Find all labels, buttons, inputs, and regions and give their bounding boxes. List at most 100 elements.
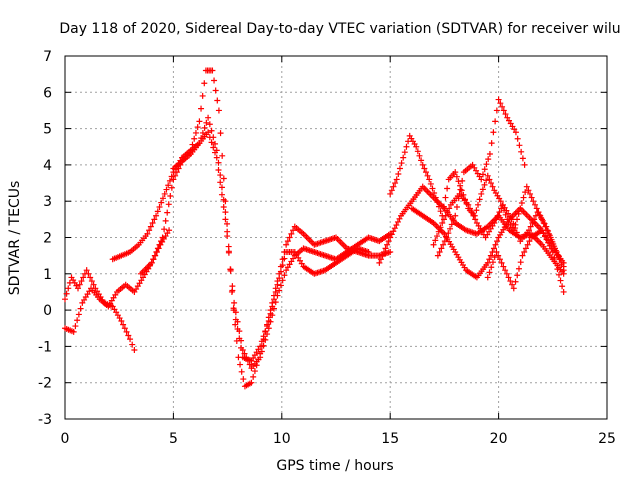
data-point <box>494 238 501 245</box>
series-trace-k <box>484 227 567 292</box>
data-point <box>530 198 537 205</box>
data-point <box>492 118 499 125</box>
data-point <box>215 159 222 166</box>
data-point <box>279 262 286 269</box>
data-point <box>147 223 154 230</box>
data-point <box>494 212 501 219</box>
data-point <box>532 212 539 219</box>
data-point <box>483 177 490 184</box>
x-tick-label: 25 <box>598 431 616 447</box>
data-point <box>491 219 498 226</box>
data-point <box>272 288 279 295</box>
data-point <box>485 156 492 163</box>
data-point <box>512 129 519 136</box>
data-point <box>490 129 497 136</box>
data-point <box>80 274 87 281</box>
data-point <box>484 172 491 179</box>
y-tick-label: 1 <box>43 267 52 283</box>
data-point <box>442 194 449 201</box>
data-point <box>284 238 291 245</box>
data-point <box>196 118 203 125</box>
data-point <box>544 227 551 234</box>
data-point <box>452 212 459 219</box>
data-point <box>148 259 155 266</box>
data-point <box>514 272 521 279</box>
data-point <box>438 245 445 252</box>
data-point <box>208 139 215 146</box>
data-point <box>227 267 234 274</box>
data-point <box>499 103 506 110</box>
data-point <box>78 278 85 285</box>
data-point <box>476 196 483 203</box>
series-trace-h <box>408 205 567 295</box>
data-point <box>210 144 217 151</box>
data-point <box>218 184 225 191</box>
data-point <box>232 316 239 323</box>
data-point <box>473 207 480 214</box>
data-point <box>439 219 446 226</box>
grid <box>65 56 607 419</box>
data-point <box>276 287 283 294</box>
data-series <box>62 67 567 390</box>
data-point <box>279 277 286 284</box>
data-point <box>444 209 451 216</box>
data-point <box>493 249 500 256</box>
data-point <box>548 236 555 243</box>
data-point <box>376 259 383 266</box>
data-point <box>258 338 265 345</box>
data-point <box>443 234 450 241</box>
data-point <box>90 281 97 288</box>
data-point <box>498 205 505 212</box>
series-trace-i <box>430 190 567 270</box>
data-point <box>484 274 491 281</box>
data-point <box>269 303 276 310</box>
data-point <box>164 209 171 216</box>
data-point <box>427 180 434 187</box>
data-point <box>219 152 226 159</box>
data-point <box>153 212 160 219</box>
data-point <box>502 267 509 274</box>
data-point <box>250 373 257 380</box>
data-point <box>458 187 465 194</box>
data-point <box>199 92 206 99</box>
data-point <box>531 216 538 223</box>
data-point <box>487 252 494 259</box>
data-point <box>150 256 157 263</box>
data-point <box>85 270 92 277</box>
data-point <box>478 190 485 197</box>
data-point <box>390 228 397 235</box>
data-point <box>466 205 473 212</box>
data-point <box>199 129 206 136</box>
y-tick-label: 3 <box>43 194 52 210</box>
data-point <box>205 129 212 136</box>
data-point <box>515 233 522 240</box>
data-point <box>521 161 528 168</box>
data-point <box>156 204 163 211</box>
data-point <box>156 241 163 248</box>
data-point <box>232 321 239 328</box>
data-point <box>231 299 238 306</box>
data-point <box>218 191 225 198</box>
data-point <box>220 175 227 182</box>
data-point <box>492 241 499 248</box>
data-point <box>215 166 222 173</box>
data-point <box>205 114 212 121</box>
data-point <box>519 155 526 162</box>
data-point <box>217 172 224 179</box>
data-point <box>514 135 521 142</box>
data-point <box>491 254 498 261</box>
data-point <box>237 361 244 368</box>
data-point <box>527 190 534 197</box>
data-point <box>215 107 222 114</box>
data-point <box>517 259 524 266</box>
data-point <box>151 252 158 259</box>
data-point <box>75 311 82 318</box>
data-point <box>72 323 79 330</box>
data-point <box>532 201 539 208</box>
data-point <box>488 140 495 147</box>
data-point <box>560 288 567 295</box>
data-point <box>196 140 203 147</box>
data-point <box>507 278 514 285</box>
data-point <box>146 227 153 234</box>
data-point <box>459 177 466 184</box>
